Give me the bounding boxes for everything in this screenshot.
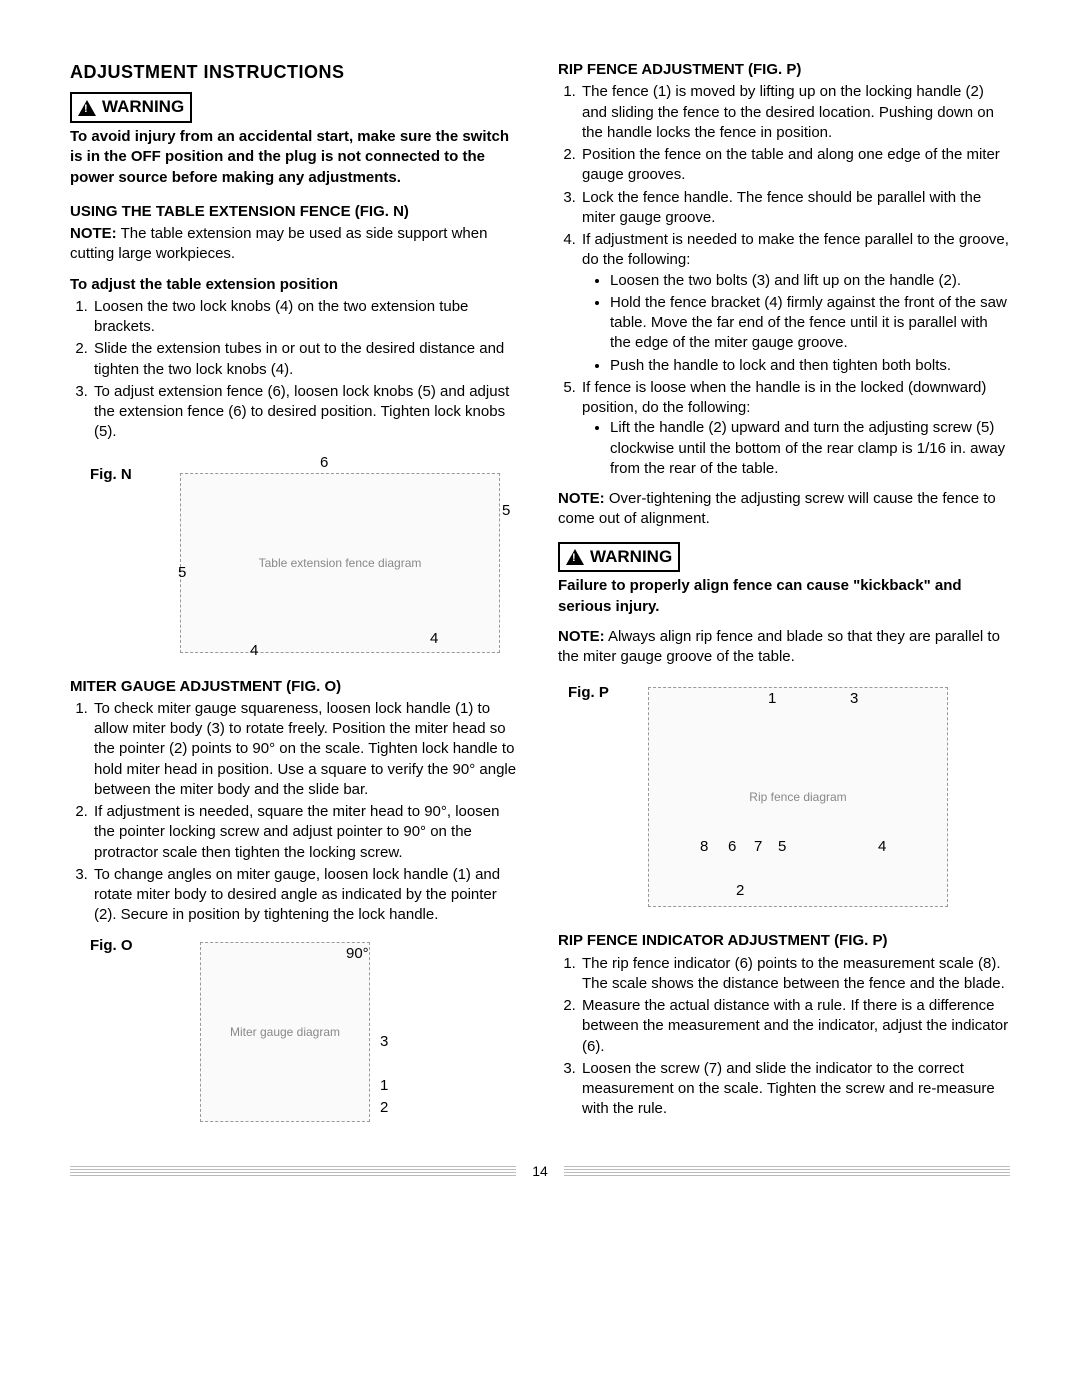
list-item: Hold the fence bracket (4) firmly agains… [610,293,1010,354]
warning-label: WARNING [102,96,184,119]
list-item: If adjustment is needed to make the fenc… [580,230,1010,376]
note-align: NOTE: Always align rip fence and blade s… [558,627,1010,668]
list-item: The fence (1) is moved by lifting up on … [580,82,1010,143]
rip-indicator-list: The rip fence indicator (6) points to th… [558,954,1010,1120]
list-item: Slide the extension tubes in or out to t… [92,339,522,380]
page-number: 14 [526,1162,554,1181]
fig-p-diagram: Rip fence diagram [648,687,948,907]
rip-fence-list: The fence (1) is moved by lifting up on … [558,82,1010,479]
note-body: Over-tightening the adjusting screw will… [558,490,996,527]
warning-box-2: WARNING [558,542,680,573]
page-columns: ADJUSTMENT INSTRUCTIONS WARNING To avoid… [70,60,1010,1138]
fig-n-label: Fig. N [90,465,132,485]
warning-1-text: To avoid injury from an accidental start… [70,127,522,188]
list-item: Lift the handle (2) upward and turn the … [610,418,1010,479]
right-column: RIP FENCE ADJUSTMENT (FIG. P) The fence … [558,60,1010,1138]
fig-p-callout-1: 1 [768,689,776,709]
list-item: Loosen the two bolts (3) and lift up on … [610,271,1010,291]
list-item: To check miter gauge squareness, loosen … [92,699,522,800]
fig-n-callout-5a: 5 [502,501,510,521]
figure-o: Fig. O Miter gauge diagram 90° 3 1 2 [70,936,522,1126]
adjust-ext-list: Loosen the two lock knobs (4) on the two… [70,297,522,443]
sec-miter-head: MITER GAUGE ADJUSTMENT (FIG. O) [70,677,522,697]
figure-n: Fig. N Table extension fence diagram 6 5… [70,453,522,663]
list-item: Position the fence on the table and alon… [580,145,1010,186]
fig-n-callout-6: 6 [320,453,328,473]
note-body: Always align rip fence and blade so that… [558,628,1000,665]
rip-item4-bullets: Loosen the two bolts (3) and lift up on … [582,271,1010,376]
left-column: ADJUSTMENT INSTRUCTIONS WARNING To avoid… [70,60,522,1138]
warning-triangle-icon [566,549,584,565]
list-item: If adjustment is needed, square the mite… [92,802,522,863]
note-prefix: NOTE: [558,490,605,507]
sec-rip-ind-head: RIP FENCE INDICATOR ADJUSTMENT (FIG. P) [558,931,1010,951]
fig-n-callout-5b: 5 [178,563,186,583]
list-item: Measure the actual distance with a rule.… [580,996,1010,1057]
note-prefix: NOTE: [558,628,605,645]
fig-p-label: Fig. P [568,683,609,703]
warning-triangle-icon [78,100,96,116]
fig-n-callout-4a: 4 [250,641,258,661]
miter-list: To check miter gauge squareness, loosen … [70,699,522,926]
fig-p-callout-7: 7 [754,837,762,857]
sec-rip-head: RIP FENCE ADJUSTMENT (FIG. P) [558,60,1010,80]
list-item: Lock the fence handle. The fence should … [580,188,1010,229]
rip-item5-bullets: Lift the handle (2) upward and turn the … [582,418,1010,479]
list-item: To adjust extension fence (6), loosen lo… [92,382,522,443]
fig-p-callout-6: 6 [728,837,736,857]
rip-item5-text: If fence is loose when the handle is in … [582,379,986,416]
fig-o-diagram: Miter gauge diagram [200,942,370,1122]
fig-p-callout-8: 8 [700,837,708,857]
list-item: Push the handle to lock and then tighten… [610,356,1010,376]
fig-o-callout-1: 1 [380,1076,388,1096]
page-footer: 14 [70,1162,1010,1181]
note-overtighten: NOTE: Over-tightening the adjusting scre… [558,489,1010,530]
fig-p-callout-4: 4 [878,837,886,857]
fig-o-callout-2: 2 [380,1098,388,1118]
list-item: The rip fence indicator (6) points to th… [580,954,1010,995]
sec-table-ext-head: USING THE TABLE EXTENSION FENCE (FIG. N) [70,202,522,222]
fig-o-label: Fig. O [90,936,133,956]
figure-p: Fig. P Rip fence diagram 1 3 8 6 7 5 4 2 [558,677,1010,917]
page-title: ADJUSTMENT INSTRUCTIONS [70,60,522,84]
fig-o-callout-3: 3 [380,1032,388,1052]
list-item: Loosen the screw (7) and slide the indic… [580,1059,1010,1120]
footer-rule-left [70,1166,516,1176]
fig-n-callout-4b: 4 [430,629,438,649]
footer-rule-right [564,1166,1010,1176]
list-item: To change angles on miter gauge, loosen … [92,865,522,926]
list-item: Loosen the two lock knobs (4) on the two… [92,297,522,338]
warning-2-text: Failure to properly align fence can caus… [558,576,1010,617]
note-prefix: NOTE: [70,225,117,242]
sec-table-ext-note: NOTE: The table extension may be used as… [70,224,522,265]
fig-p-callout-3: 3 [850,689,858,709]
rip-item4-text: If adjustment is needed to make the fenc… [582,231,1009,268]
warning-box-1: WARNING [70,92,192,123]
fig-p-callout-5: 5 [778,837,786,857]
note-body: The table extension may be used as side … [70,225,487,262]
fig-o-callout-90: 90° [346,944,369,964]
warning-label: WARNING [590,546,672,569]
list-item: If fence is loose when the handle is in … [580,378,1010,479]
adjust-ext-subhead: To adjust the table extension position [70,275,522,295]
fig-p-callout-2: 2 [736,881,744,901]
fig-n-diagram: Table extension fence diagram [180,473,500,653]
